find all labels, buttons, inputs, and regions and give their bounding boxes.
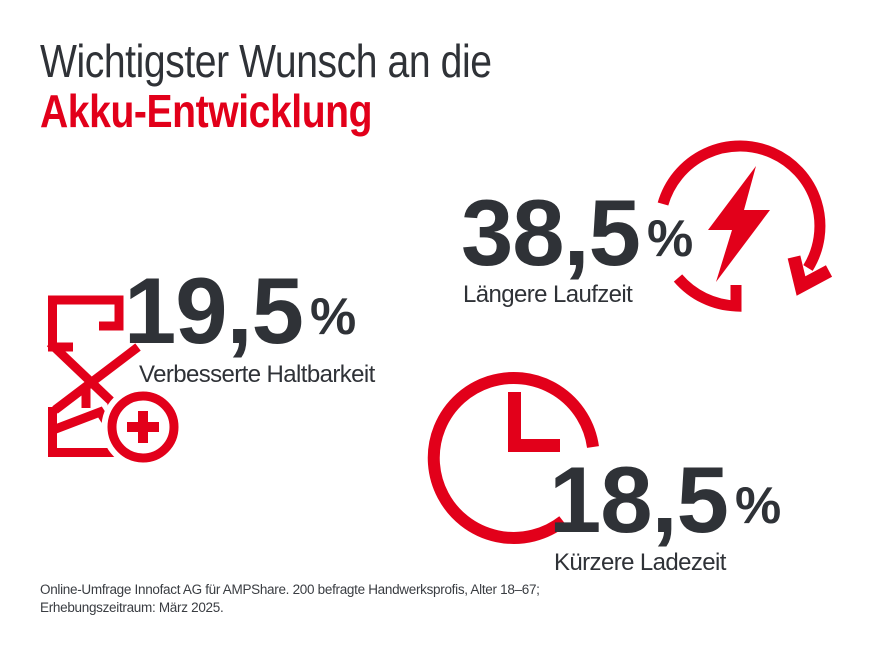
percent-sign: %	[646, 210, 694, 268]
stat-value-laengere-laufzeit: 38,5 %	[461, 186, 693, 280]
source-footnote: Online-Umfrage Innofact AG für AMPShare.…	[40, 581, 540, 617]
stat-value-kuerzere-ladezeit: 18,5 %	[549, 453, 781, 547]
charge-cycle-bolt-icon	[657, 140, 833, 312]
stat-label-laengere-laufzeit: Längere Laufzeit	[463, 281, 633, 308]
percent-sign: %	[309, 288, 357, 346]
hourglass-plus-icon	[46, 295, 185, 466]
clock-icon	[427, 372, 599, 544]
stat-label-verbesserte-haltbarkeit: Verbesserte Haltbarkeit	[139, 361, 375, 388]
stat-value-verbesserte-haltbarkeit: 19,5 %	[124, 264, 356, 358]
stat-number: 18,5	[549, 447, 729, 552]
source-footnote-line2: Erhebungszeitraum: März 2025.	[40, 600, 224, 615]
percent-sign: %	[734, 477, 782, 535]
stat-number: 19,5	[124, 258, 304, 363]
page-title-line1: Wichtigster Wunsch an die	[40, 35, 492, 87]
page-title-line2: Akku-Entwicklung	[40, 85, 373, 137]
page-title: Wichtigster Wunsch an die Akku-Entwicklu…	[40, 36, 492, 136]
stat-label-kuerzere-ladezeit: Kürzere Ladezeit	[554, 549, 726, 576]
source-footnote-line1: Online-Umfrage Innofact AG für AMPShare.…	[40, 582, 540, 597]
stat-number: 38,5	[461, 180, 641, 285]
